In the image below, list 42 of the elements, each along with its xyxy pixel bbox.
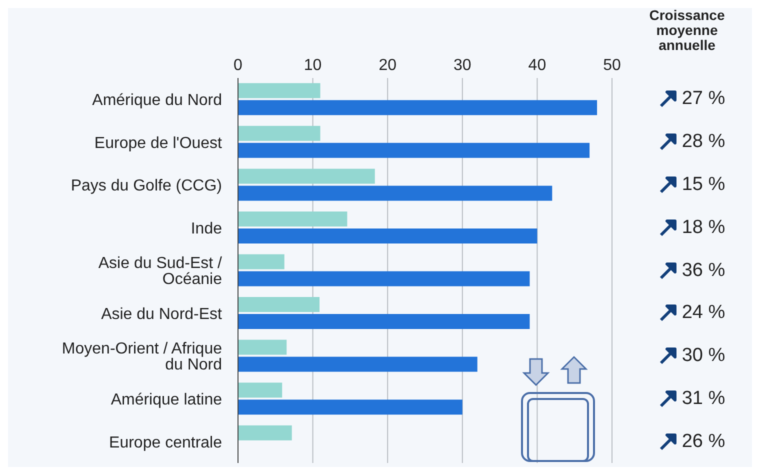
text: Croissance moyenne annuelle: [648, 7, 726, 53]
bar: [238, 314, 530, 330]
y-tick-label: Inde: [190, 220, 222, 238]
y-tick-label: Moyen-Orient / Afrique du Nord: [62, 340, 222, 374]
y-tick-label: Europe de l'Ouest: [94, 134, 223, 152]
text: 31 %: [682, 388, 726, 410]
text: 15 %: [682, 174, 726, 196]
bar: [238, 83, 320, 98]
bar: [238, 168, 375, 184]
bar: [238, 126, 320, 141]
bar: [238, 142, 590, 158]
text: 30 %: [682, 345, 726, 368]
text: 36 %: [682, 260, 726, 282]
x-tick-label: 10: [304, 57, 322, 74]
bar: [238, 271, 530, 286]
bar: [238, 382, 282, 398]
bar: [238, 425, 292, 440]
x-tick-label: 20: [378, 57, 397, 74]
x-tick-label: 40: [528, 57, 546, 74]
text: 26 %: [682, 430, 726, 453]
bar: [238, 254, 284, 270]
y-tick-label: Europe centrale: [109, 434, 222, 452]
bar: [238, 340, 287, 355]
x-tick-label: 30: [454, 57, 472, 74]
bar: [238, 297, 320, 312]
text: 24 %: [682, 302, 726, 324]
bar: [238, 211, 348, 226]
bar: [238, 228, 538, 244]
bar: [238, 100, 598, 116]
text: 27 %: [682, 88, 726, 110]
x-tick-label: 50: [603, 57, 621, 74]
bar: [238, 356, 478, 372]
y-tick-label: Asie du Nord-Est: [101, 306, 223, 323]
x-tick-label: 0: [234, 57, 243, 74]
y-tick-label: Pays du Golfe (CCG): [70, 178, 222, 195]
bar: [238, 400, 462, 415]
y-tick-label: Amérique latine: [110, 392, 222, 409]
y-tick-label: Asie du Sud-Est / Océanie: [98, 255, 223, 288]
text: 18 %: [682, 216, 726, 239]
text: 28 %: [682, 131, 726, 154]
bar: [238, 186, 552, 201]
y-tick-label: Amérique du Nord: [92, 92, 222, 110]
